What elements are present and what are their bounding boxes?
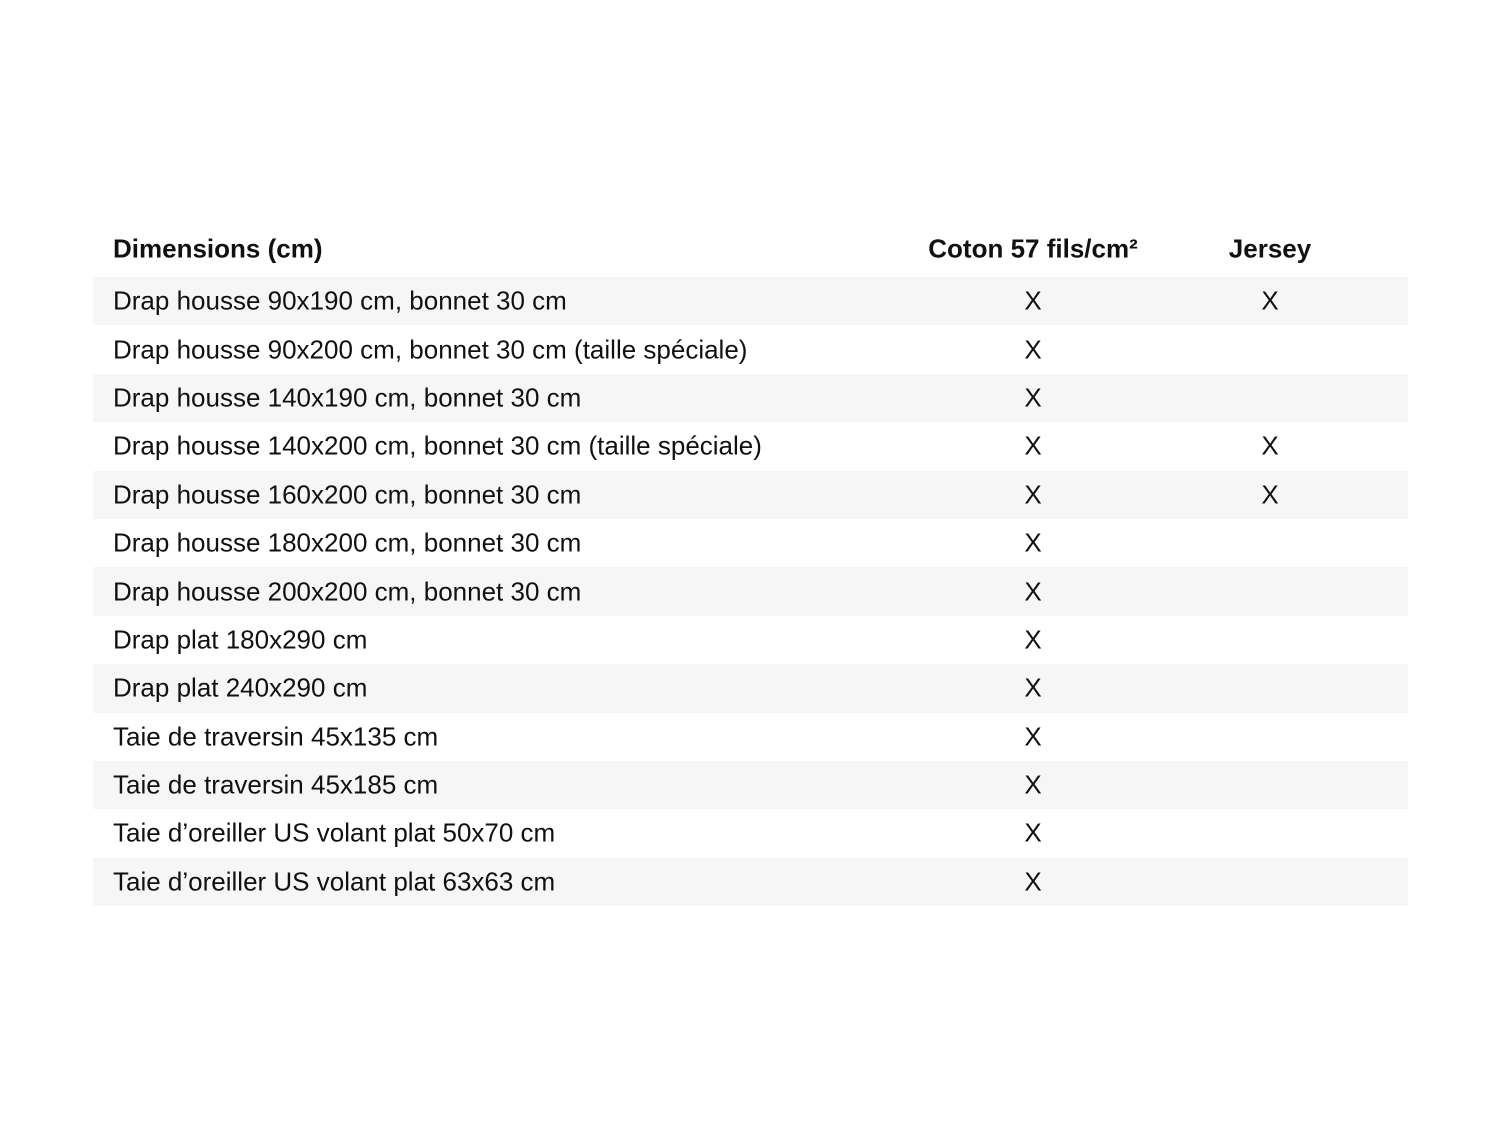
row-dimension-label: Taie d’oreiller US volant plat 50x70 cm [113, 817, 556, 848]
coton-availability-mark: X [1024, 576, 1042, 607]
row-dimension-label: Drap housse 200x200 cm, bonnet 30 cm [113, 576, 582, 607]
coton-availability-mark: X [1024, 430, 1042, 461]
table-row: Drap housse 200x200 cm, bonnet 30 cm X [93, 567, 1408, 616]
table-row: Drap housse 140x190 cm, bonnet 30 cm X [93, 373, 1408, 423]
table-row: Taie de traversin 45x135 cm X [93, 713, 1408, 761]
row-dimension-label: Taie de traversin 45x185 cm [113, 769, 439, 800]
table-row: Drap housse 180x200 cm, bonnet 30 cm X [93, 519, 1408, 567]
size-availability-table: Dimensions (cm) Coton 57 fils/cm² Jersey… [93, 220, 1408, 907]
table-row: Taie d’oreiller US volant plat 50x70 cm X [93, 809, 1408, 857]
row-dimension-label: Drap housse 160x200 cm, bonnet 30 cm [113, 479, 582, 510]
table-row: Drap housse 90x190 cm, bonnet 30 cm X X [93, 277, 1408, 326]
coton-availability-mark: X [1024, 334, 1042, 365]
row-dimension-label: Drap housse 90x190 cm, bonnet 30 cm [113, 285, 567, 316]
coton-availability-mark: X [1024, 769, 1042, 800]
row-dimension-label: Drap housse 180x200 cm, bonnet 30 cm [113, 527, 582, 558]
coton-availability-mark: X [1024, 817, 1042, 848]
table-header-row: Dimensions (cm) Coton 57 fils/cm² Jersey [93, 220, 1408, 277]
row-dimension-label: Drap plat 180x290 cm [113, 624, 368, 655]
table-row: Drap plat 180x290 cm X [93, 616, 1408, 664]
table-row: Drap housse 140x200 cm, bonnet 30 cm (ta… [93, 422, 1408, 470]
header-dimensions: Dimensions (cm) [113, 233, 323, 263]
table-row: Drap plat 240x290 cm X [93, 664, 1408, 713]
coton-availability-mark: X [1024, 285, 1042, 316]
coton-availability-mark: X [1024, 382, 1042, 413]
coton-availability-mark: X [1024, 527, 1042, 558]
row-dimension-label: Taie d’oreiller US volant plat 63x63 cm [113, 866, 556, 897]
jersey-availability-mark: X [1261, 285, 1279, 316]
row-dimension-label: Taie de traversin 45x135 cm [113, 721, 439, 752]
coton-availability-mark: X [1024, 721, 1042, 752]
row-dimension-label: Drap housse 140x190 cm, bonnet 30 cm [113, 382, 582, 413]
row-dimension-label: Drap plat 240x290 cm [113, 672, 368, 703]
coton-availability-mark: X [1024, 866, 1042, 897]
table-row: Taie de traversin 45x185 cm X [93, 760, 1408, 810]
table-row: Drap housse 160x200 cm, bonnet 30 cm X X [93, 470, 1408, 519]
header-coton: Coton 57 fils/cm² [928, 233, 1138, 263]
row-dimension-label: Drap housse 90x200 cm, bonnet 30 cm (tai… [113, 334, 748, 365]
header-jersey: Jersey [1228, 233, 1312, 263]
jersey-availability-mark: X [1261, 479, 1279, 510]
coton-availability-mark: X [1024, 624, 1042, 655]
row-dimension-label: Drap housse 140x200 cm, bonnet 30 cm (ta… [113, 430, 762, 461]
table-row: Taie d’oreiller US volant plat 63x63 cm X [93, 857, 1408, 907]
table-row: Drap housse 90x200 cm, bonnet 30 cm (tai… [93, 325, 1408, 373]
coton-availability-mark: X [1024, 479, 1042, 510]
coton-availability-mark: X [1024, 672, 1042, 703]
jersey-availability-mark: X [1261, 430, 1279, 461]
